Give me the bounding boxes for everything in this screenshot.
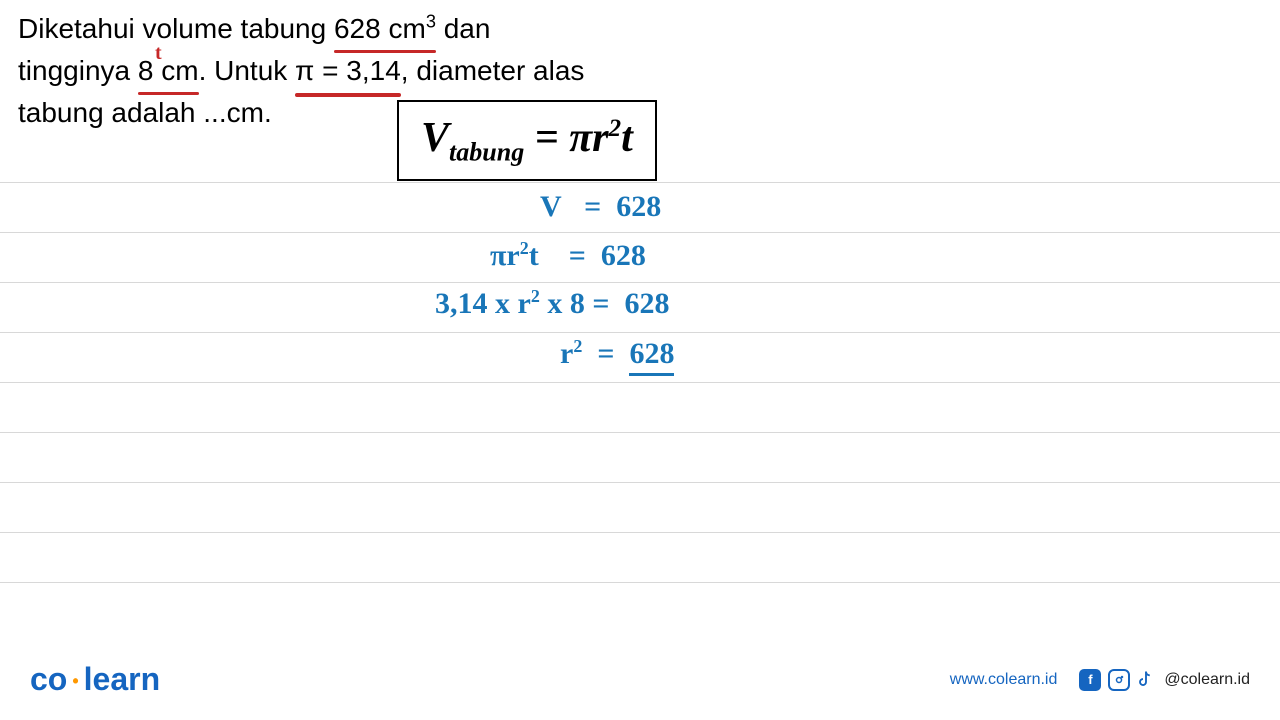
social-handle: @colearn.id xyxy=(1164,671,1250,689)
formula-eq: = xyxy=(524,115,569,161)
problem-pi-value: π = 3,14 xyxy=(295,50,401,92)
problem-line2-mid: . Untuk xyxy=(199,55,295,86)
problem-line2-prefix: tingginya xyxy=(18,55,138,86)
problem-height-value: 8 cm xyxy=(138,50,199,92)
footer: co • learn www.colearn.id f @colearn.id xyxy=(0,661,1280,698)
formula-V: V xyxy=(421,115,449,161)
formula-r: r xyxy=(592,115,608,161)
facebook-icon: f xyxy=(1079,669,1101,691)
tiktok-icon xyxy=(1137,670,1157,690)
logo-learn: learn xyxy=(84,661,160,697)
instagram-icon xyxy=(1108,669,1130,691)
social-icons: f @colearn.id xyxy=(1079,669,1250,691)
formula-sup: 2 xyxy=(608,115,621,142)
problem-line1-prefix: Diketahui volume tabung xyxy=(18,13,334,44)
logo-dot-icon: • xyxy=(67,671,83,691)
formula-t: t xyxy=(621,115,633,161)
problem-volume-value: 628 cm3 xyxy=(334,8,436,50)
formula-box: Vtabung = πr2t xyxy=(397,100,657,181)
work-line-1: V = 628 xyxy=(540,190,661,224)
brand-logo: co • learn xyxy=(30,661,160,698)
work-line-3: 3,14 x r2 x 8 = 628 xyxy=(435,286,669,321)
website-url: www.colearn.id xyxy=(950,671,1058,689)
work-line-4: r2 = 628 xyxy=(560,336,674,376)
work-line-2: πr2t = 628 xyxy=(490,238,646,273)
problem-line1-suffix: dan xyxy=(436,13,491,44)
logo-co: co xyxy=(30,661,67,697)
formula-subscript: tabung xyxy=(449,137,524,166)
footer-right: www.colearn.id f @colearn.id xyxy=(950,669,1250,691)
t-annotation: t xyxy=(155,42,162,65)
problem-line2-suffix: , diameter alas xyxy=(401,55,585,86)
formula-pi: π xyxy=(569,115,592,161)
